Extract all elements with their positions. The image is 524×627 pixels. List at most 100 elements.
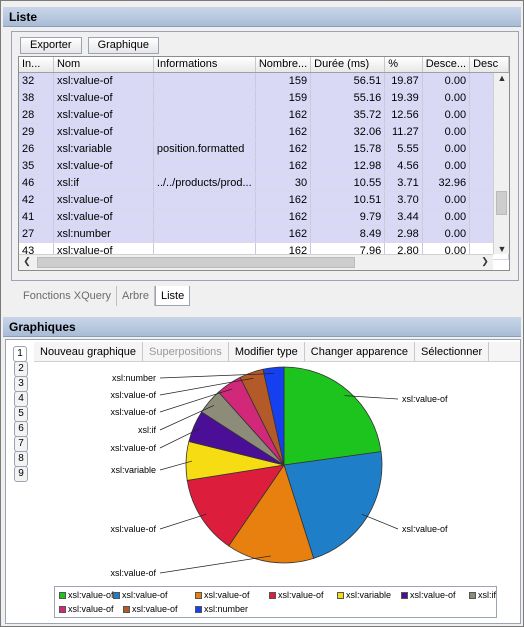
legend-swatch xyxy=(195,592,202,599)
column-header[interactable]: In... xyxy=(19,57,54,73)
table-cell xyxy=(153,191,256,209)
table-row[interactable]: 35 xsl:value-of 162 12.98 4.56 0.00 xyxy=(19,157,509,175)
chart-legend: xsl:value-of xsl:value-of xsl:value-of xsl:… xyxy=(54,586,497,618)
table-cell: xsl:value-of xyxy=(53,208,154,226)
table-cell: xsl:number xyxy=(53,225,154,243)
table-row[interactable]: 42 xsl:value-of 162 10.51 3.70 0.00 xyxy=(19,191,509,209)
table-cell: 12.98 xyxy=(310,157,386,175)
chart-tab-9[interactable]: 9 xyxy=(14,466,28,482)
legend-label: xsl:value-of xyxy=(204,590,250,600)
table-cell: 0.00 xyxy=(422,157,471,175)
column-header[interactable]: Desc xyxy=(469,57,509,73)
pie-leader-line xyxy=(159,513,207,530)
table-cell xyxy=(153,106,256,124)
table-cell: 0.00 xyxy=(422,225,471,243)
table-row[interactable]: 26 xsl:variable position.formatted 162 15.78… xyxy=(19,140,509,158)
table-row[interactable]: 27 xsl:number 162 8.49 2.98 0.00 xyxy=(19,225,509,243)
table-cell: 28 xyxy=(19,106,54,124)
legend-item: xsl:value-of xyxy=(113,590,168,600)
pie-slice-label: xsl:value-of xyxy=(110,568,156,578)
column-header[interactable]: Nombre... xyxy=(255,57,312,73)
table-cell: 55.16 xyxy=(310,89,386,107)
table-row[interactable]: 41 xsl:value-of 162 9.79 3.44 0.00 xyxy=(19,208,509,226)
tab-liste[interactable]: Liste xyxy=(154,286,191,306)
liste-bottom-tabs: Fonctions XQuery Arbre Liste xyxy=(18,286,191,306)
table-cell: 0.00 xyxy=(422,191,471,209)
pie-slice[interactable] xyxy=(262,366,285,466)
scroll-up-icon[interactable]: ▲ xyxy=(497,73,507,83)
chart-toolbar-button[interactable]: Sélectionner xyxy=(415,342,490,361)
table-cell: 8.49 xyxy=(310,225,386,243)
pie-slice[interactable] xyxy=(283,366,382,466)
table-row[interactable]: 32 xsl:value-of 159 56.51 19.87 0.00 xyxy=(19,72,509,90)
chart-toolbar-button[interactable]: Nouveau graphique xyxy=(34,342,144,361)
table-cell xyxy=(153,123,256,141)
table-cell: xsl:value-of xyxy=(53,72,154,90)
table-cell: 9.79 xyxy=(310,208,386,226)
scroll-right-icon[interactable]: ❯ xyxy=(481,256,489,266)
chart-tab-7[interactable]: 7 xyxy=(14,436,28,452)
table-cell: 42 xyxy=(19,191,54,209)
pie-slice[interactable] xyxy=(228,464,315,564)
table-cell: 29 xyxy=(19,123,54,141)
table-cell xyxy=(153,208,256,226)
legend-label: xsl:value-of xyxy=(410,590,456,600)
legend-item: xsl:value-of xyxy=(269,590,324,600)
chart-toolbar: Nouveau graphique Superpositions Modifier … xyxy=(34,342,520,362)
legend-item: xsl:value-of xyxy=(401,590,456,600)
table-cell: 0.00 xyxy=(422,123,471,141)
tab-fonctions-xquery[interactable]: Fonctions XQuery xyxy=(18,286,118,306)
table-cell: xsl:if xyxy=(53,174,154,192)
legend-label: xsl:value-of xyxy=(68,604,114,614)
column-header[interactable]: Desce... xyxy=(422,57,471,73)
pie-slice-label: xsl:value-of xyxy=(402,394,448,404)
table-row[interactable]: 28 xsl:value-of 162 35.72 12.56 0.00 xyxy=(19,106,509,124)
chart-toolbar-button[interactable]: Changer apparence xyxy=(305,342,416,361)
chart-tab-5[interactable]: 5 xyxy=(14,406,28,422)
legend-item: xsl:value-of xyxy=(59,590,114,600)
graph-button[interactable]: Graphique xyxy=(87,37,159,54)
horizontal-scroll-thumb[interactable] xyxy=(37,257,355,268)
export-button[interactable]: Exporter xyxy=(20,37,82,54)
legend-label: xsl:number xyxy=(204,604,249,614)
table-cell: 0.00 xyxy=(422,89,471,107)
table-cell: 162 xyxy=(255,208,312,226)
table-row[interactable]: 38 xsl:value-of 159 55.16 19.39 0.00 xyxy=(19,89,509,107)
column-header[interactable]: % xyxy=(384,57,423,73)
chart-tab-6[interactable]: 6 xyxy=(14,421,28,437)
legend-item: xsl:variable xyxy=(337,590,391,600)
pie-slice-label: xsl:value-of xyxy=(110,443,156,453)
scroll-down-icon[interactable]: ▼ xyxy=(497,244,507,254)
legend-swatch xyxy=(401,592,408,599)
table-cell: 0.00 xyxy=(422,106,471,124)
horizontal-scrollbar[interactable]: ❮ ❯ xyxy=(19,254,493,270)
table-row[interactable]: 46 xsl:if ../../products/prod... 30 10.55 3.7… xyxy=(19,174,509,192)
chart-tab-1[interactable]: 1 xyxy=(13,346,27,362)
column-header[interactable]: Durée (ms) xyxy=(310,57,386,73)
legend-swatch xyxy=(59,606,66,613)
table-row[interactable]: 29 xsl:value-of 162 32.06 11.27 0.00 xyxy=(19,123,509,141)
pie-leader-line xyxy=(159,555,271,574)
pie-slice[interactable] xyxy=(283,451,383,559)
pie-slice-label: xsl:value-of xyxy=(110,524,156,534)
scroll-left-icon[interactable]: ❮ xyxy=(23,256,31,266)
column-header[interactable]: Informations xyxy=(153,57,256,73)
table-cell: 35.72 xyxy=(310,106,386,124)
pie-slice-label: xsl:variable xyxy=(111,465,156,475)
table-cell xyxy=(153,89,256,107)
legend-label: xsl:value-of xyxy=(132,604,178,614)
column-header[interactable]: Nom xyxy=(53,57,154,73)
table-cell: 19.87 xyxy=(384,72,423,90)
table-cell: 32 xyxy=(19,72,54,90)
vertical-scrollbar[interactable]: ▲ ▼ xyxy=(493,73,509,254)
pie-slice[interactable] xyxy=(186,464,285,547)
table-cell: xsl:value-of xyxy=(53,123,154,141)
legend-label: xsl:if xyxy=(478,590,496,600)
chart-toolbar-button[interactable]: Superpositions xyxy=(143,342,229,361)
tab-arbre[interactable]: Arbre xyxy=(117,286,155,306)
table-cell: 162 xyxy=(255,123,312,141)
pie-leader-line xyxy=(361,513,399,530)
chart-toolbar-button[interactable]: Modifier type xyxy=(229,342,305,361)
vertical-scroll-thumb[interactable] xyxy=(496,191,507,215)
